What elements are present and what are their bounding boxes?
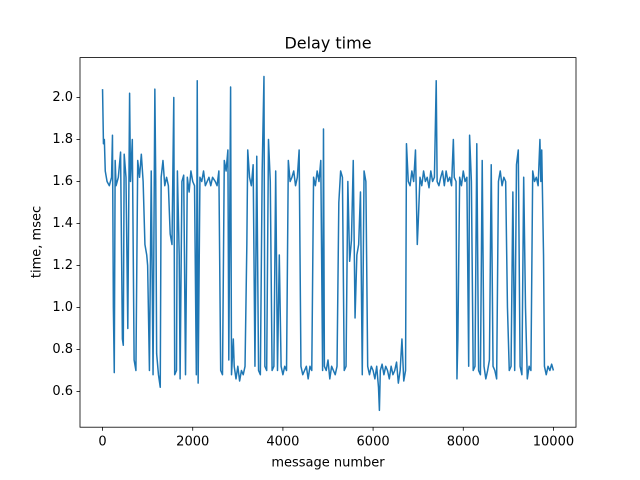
y-axis-label: time, msec	[30, 206, 45, 278]
x-tick-label: 6000	[357, 435, 390, 450]
y-tick-label: 1.2	[52, 258, 73, 273]
y-tick-label: 0.8	[52, 342, 73, 357]
x-tick-label: 10000	[533, 435, 574, 450]
y-tick-label: 1.0	[52, 300, 73, 315]
x-tick-label: 8000	[447, 435, 480, 450]
x-tick-label: 4000	[266, 435, 299, 450]
y-tick-label: 1.4	[52, 216, 73, 231]
y-tick-label: 2.0	[52, 90, 73, 105]
y-tick-label: 1.8	[52, 132, 73, 147]
plot-frame	[79, 57, 577, 428]
x-tick-label: 2000	[176, 435, 209, 450]
data-line	[101, 75, 555, 412]
x-tick-label: 0	[98, 435, 106, 450]
y-tick-label: 1.6	[52, 174, 73, 189]
chart-title: Delay time	[284, 34, 371, 53]
x-axis-label: message number	[271, 456, 385, 471]
y-tick-label: 0.6	[52, 384, 73, 399]
